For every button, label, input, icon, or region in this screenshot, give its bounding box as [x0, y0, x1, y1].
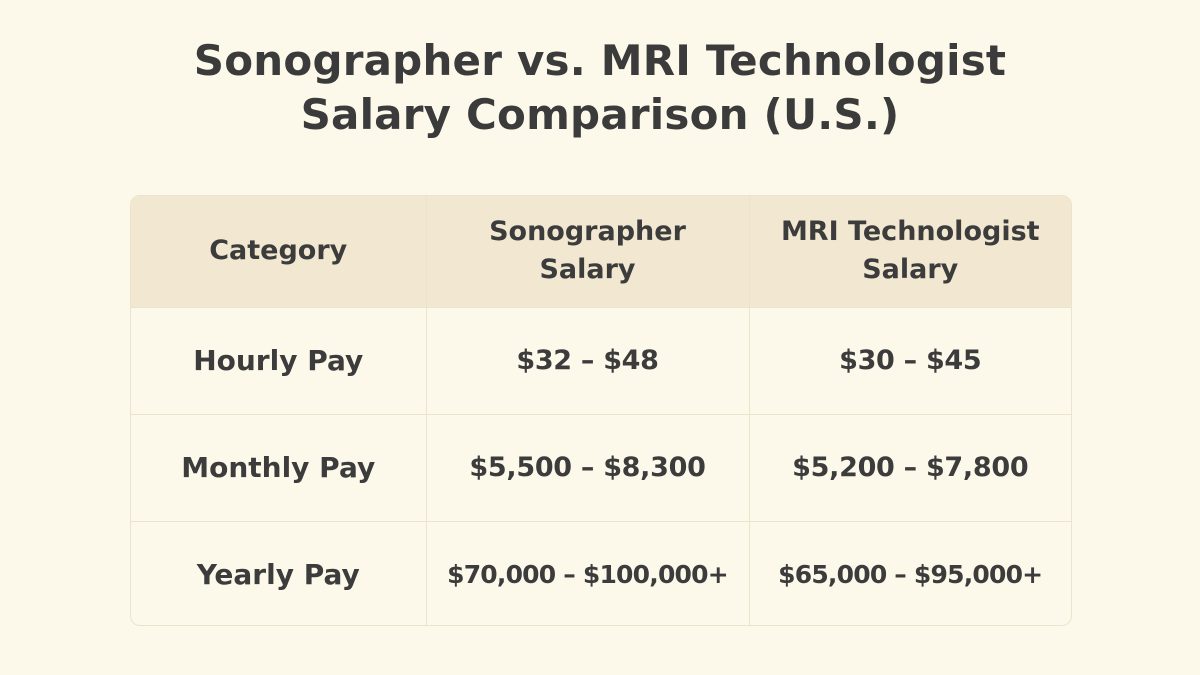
table-row-monthly: Monthly Pay $5,500 – $8,300 $5,200 – $7,…	[131, 414, 1071, 522]
salary-table: Category Sonographer Salary MRI Technolo…	[131, 196, 1071, 625]
chart-title-line-1: Sonographer vs. MRI Technologist	[193, 36, 1007, 85]
header-category-label: Category	[209, 235, 348, 267]
row-label-hourly: Hourly Pay	[131, 307, 427, 415]
header-mri-salary: MRI Technologist Salary	[749, 196, 1071, 308]
table-row-yearly: Yearly Pay $70,000 – $100,000+ $65,000 –…	[131, 521, 1071, 625]
table-row-hourly: Hourly Pay $32 – $48 $30 – $45	[131, 307, 1071, 415]
header-sonographer-line-1: Sonographer	[489, 216, 686, 248]
header-mri-line-1: MRI Technologist	[780, 216, 1040, 248]
chart-title-line-2: Salary Comparison (U.S.)	[300, 90, 900, 139]
header-mri-line-2: Salary	[862, 254, 959, 286]
cell-mri-monthly: $5,200 – $7,800	[749, 414, 1071, 522]
row-label-yearly: Yearly Pay	[131, 521, 427, 625]
cell-mri-hourly: $30 – $45	[749, 307, 1071, 415]
cell-sonographer-hourly: $32 – $48	[426, 307, 750, 415]
chart-title: Sonographer vs. MRI Technologist Salary …	[0, 34, 1200, 142]
header-sonographer-salary: Sonographer Salary	[426, 196, 750, 308]
cell-sonographer-yearly: $70,000 – $100,000+	[426, 521, 750, 625]
salary-comparison-table: Category Sonographer Salary MRI Technolo…	[130, 195, 1072, 626]
cell-mri-yearly: $65,000 – $95,000+	[778, 560, 1043, 590]
row-label-monthly: Monthly Pay	[131, 414, 427, 522]
table-body: Hourly Pay $32 – $48 $30 – $45 Monthly P…	[131, 307, 1071, 625]
table-header: Category Sonographer Salary MRI Technolo…	[131, 196, 1071, 308]
cell-sonographer-monthly: $5,500 – $8,300	[426, 414, 750, 522]
header-category: Category	[131, 196, 427, 308]
header-row: Category Sonographer Salary MRI Technolo…	[131, 196, 1071, 308]
header-sonographer-line-2: Salary	[539, 254, 636, 286]
